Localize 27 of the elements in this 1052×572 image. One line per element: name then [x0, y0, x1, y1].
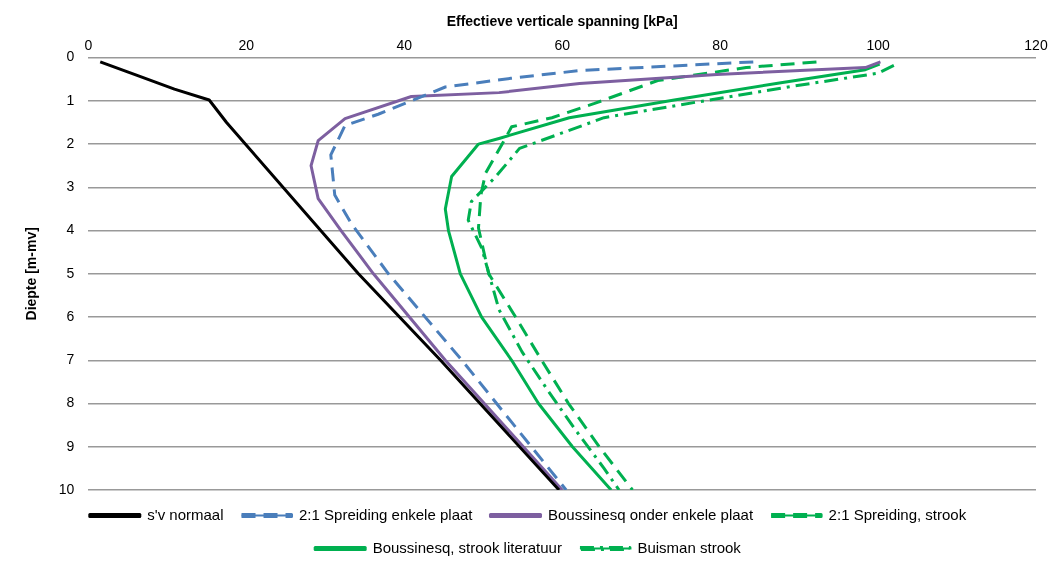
legend-label: s'v normaal: [147, 505, 224, 523]
legend-label: Boussinesq, strook literatuur: [372, 538, 562, 556]
x-tick-label: 20: [238, 37, 255, 54]
line-series: [329, 60, 755, 490]
legend-label: 2:1 Spreiding, strook: [828, 505, 967, 523]
y-tick-label: 8: [66, 394, 75, 411]
x-tick-label: 120: [1024, 37, 1048, 54]
x-tick-label: 80: [712, 37, 729, 54]
y-tick-label: 0: [66, 48, 75, 65]
y-tick-label: 4: [66, 221, 75, 238]
y-tick-label: 5: [66, 264, 75, 281]
y-tick-label: 6: [66, 307, 75, 324]
x-axis-title: Effectieve verticale spanning [kPa]: [446, 13, 678, 30]
y-tick-label: 1: [66, 91, 75, 108]
legend-label: 2:1 Spreiding enkele plaat: [299, 505, 474, 523]
x-tick-label: 0: [84, 37, 93, 54]
y-tick-label: 2: [66, 134, 75, 151]
y-tick-label: 10: [58, 480, 75, 497]
y-tick-label: 9: [66, 437, 75, 454]
x-tick-label: 60: [554, 37, 571, 54]
x-tick-label: 40: [396, 37, 413, 54]
y-tick-label: 3: [66, 178, 75, 195]
y-axis-title: Diepte [m-mv]: [23, 227, 40, 321]
y-tick-label: 7: [66, 351, 75, 368]
legend-label: Buisman strook: [637, 538, 742, 556]
legend-label: Boussinesq onder enkele plaat: [547, 505, 754, 523]
x-tick-label: 100: [866, 37, 890, 54]
